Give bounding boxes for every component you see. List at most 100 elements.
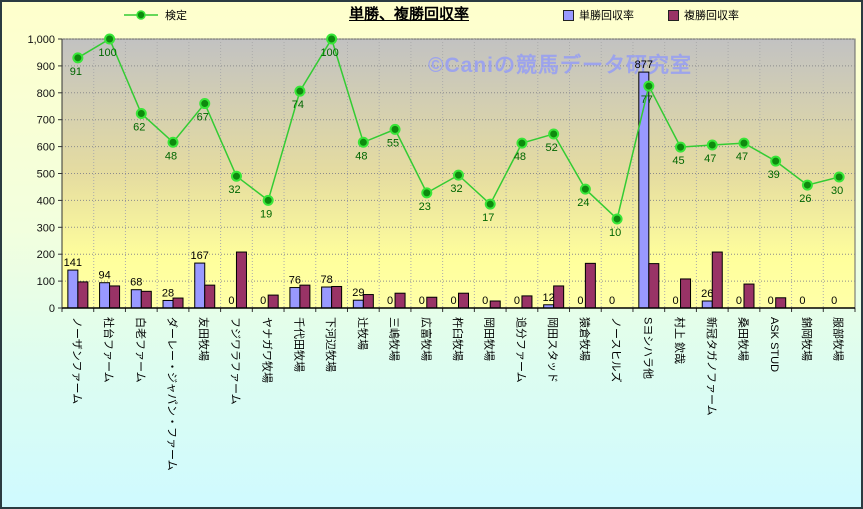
category-label: 新冠タガノファーム [705,317,719,416]
legend-kentei-label: 検定 [165,10,187,22]
category-label: ASK STUD [768,317,780,372]
bar-fukusho [775,297,787,309]
category-label: ヤナガワ牧場 [261,317,275,383]
bar-fukusho [489,300,501,309]
category-label: 白老ファーム [134,317,148,383]
category-label: 社台ファーム [102,317,116,383]
category-label: ノースヒルズ [610,317,624,382]
bar-tansho [99,282,111,309]
kentei-value-label: 17 [482,212,494,224]
kentei-marker [453,169,464,181]
bar-fukusho [267,294,279,309]
kentei-value-label: 48 [355,150,367,162]
y-axis-label: 100 [37,276,55,288]
kentei-marker [104,33,116,45]
y-axis-label: 700 [37,115,55,127]
kentei-value-label: 24 [577,197,589,209]
kentei-marker [72,52,84,64]
bar-fukusho [648,263,660,309]
bar-value-label: 0 [577,295,583,307]
category-label: 三嶋牧場 [388,317,402,361]
y-axis-label: 200 [37,249,55,261]
bar-tansho [194,262,206,309]
bar-value-label: 94 [98,270,110,282]
category-label: 千代田牧場 [292,317,306,372]
kentei-value-label: 39 [768,169,780,181]
bar-value-label: 0 [450,295,456,307]
kentei-value-label: 100 [320,47,338,59]
bar-fukusho [521,295,533,309]
kentei-marker [199,98,211,110]
category-label: 村上 欽哉 [673,317,687,364]
bar-fukusho [331,285,343,309]
kentei-marker [230,170,242,182]
bar-value-label: 0 [799,295,805,307]
kentei-value-label: 45 [672,155,684,167]
category-label: 友田牧場 [197,317,211,361]
kentei-value-label: 19 [260,208,272,220]
kentei-marker [262,194,274,206]
y-axis-label: 800 [37,88,55,100]
bar-value-label: 167 [191,250,209,262]
bar-value-label: 0 [514,295,520,307]
bar-fukusho [458,292,469,309]
category-label: 岡田スタッド [546,317,559,383]
legend-fukusho-label: 複勝回収率 [684,10,739,22]
kentei-value-label: 48 [514,151,526,163]
y-axis-label: 1,000 [27,34,55,46]
y-axis-label: 900 [37,61,55,73]
bar-value-label: 0 [831,295,837,307]
bar-value-label: 0 [228,295,234,307]
kentei-marker [326,33,338,45]
kentei-value-label: 10 [609,227,621,239]
kentei-value-label: 91 [70,66,82,78]
bar-value-label: 0 [482,295,488,307]
kentei-value-label: 47 [704,153,716,165]
bar-fukusho [743,283,755,309]
bar-tansho [67,269,79,309]
kentei-value-label: 55 [387,137,399,149]
bar-value-label: 141 [64,257,82,269]
bar-fukusho [172,297,184,309]
bar-tansho [321,286,333,309]
kentei-value-label: 47 [736,151,748,163]
kentei-line-sample-icon [124,10,158,20]
kentei-value-label: 52 [546,142,558,154]
bar-tansho [289,287,301,309]
bar-value-label: 0 [609,295,615,307]
bar-fukusho [235,251,247,309]
kentei-value-label: 48 [165,150,177,162]
bar-value-label: 12 [543,292,555,304]
legend-item-tansho: 単勝回収率 [563,7,634,23]
category-label: 服部牧場 [832,317,846,361]
bar-value-label: 28 [162,287,174,299]
bar-fukusho [711,251,723,309]
kentei-marker [675,141,687,153]
bar-value-label: 0 [260,295,266,307]
category-label: 桑田牧場 [736,317,750,361]
bar-value-label: 0 [768,295,774,307]
kentei-value-label: 32 [228,184,240,196]
y-axis-label: 500 [37,169,55,181]
category-label: 杵臼牧場 [451,317,465,361]
kentei-value-label: 23 [419,201,431,213]
kentei-marker [421,187,433,199]
bar-tansho [701,300,713,309]
kentei-value-label: 74 [292,99,304,111]
kentei-marker [738,137,750,149]
bar-fukusho [362,294,374,309]
bar-fukusho [553,285,565,309]
y-axis-label: 400 [37,195,55,207]
kentei-marker [643,80,655,92]
kentei-marker [516,137,528,149]
bar-fukusho [140,290,152,309]
y-axis-label: 0 [49,303,55,315]
legend-tansho-label: 単勝回収率 [579,10,634,22]
legend-swatch-tansho-icon [563,9,574,21]
bar-fukusho [680,278,692,309]
kentei-marker [357,136,369,148]
category-label: 錦岡牧場 [800,317,814,361]
chart-title: 単勝、複勝回収率 [348,6,470,23]
category-label: フジワラファーム [229,317,242,405]
